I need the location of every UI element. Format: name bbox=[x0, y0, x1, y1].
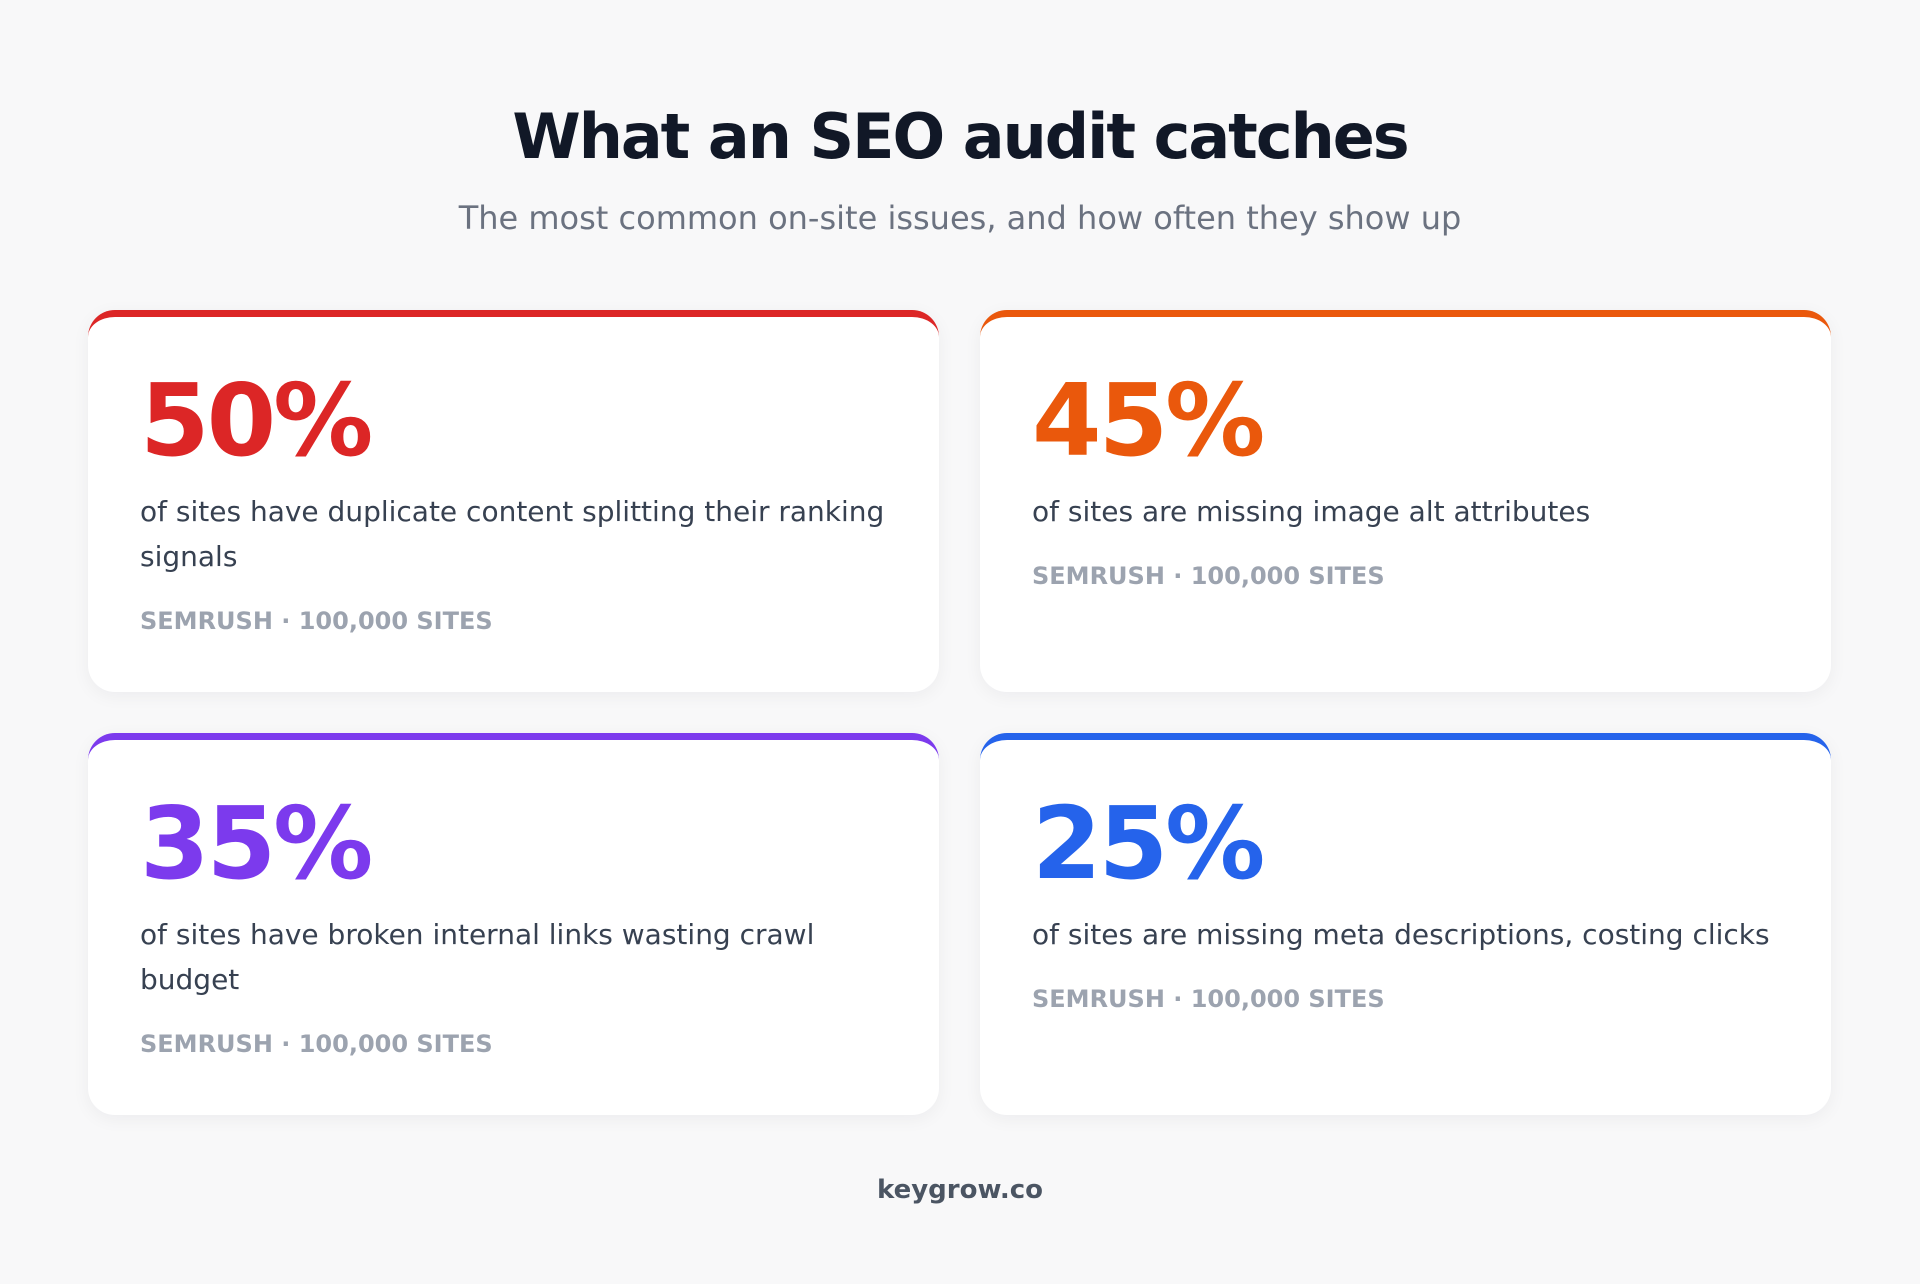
stat-card: 25% of sites are missing meta description… bbox=[980, 733, 1831, 1115]
stat-value: 50% bbox=[140, 362, 373, 479]
subtitle: The most common on-site issues, and how … bbox=[458, 199, 1462, 237]
stat-card: 35% of sites have broken internal links w… bbox=[88, 733, 939, 1115]
stat-description: of sites are missing meta descriptions, … bbox=[1032, 918, 1770, 951]
stat-source: SEMRUSH · 100,000 SITES bbox=[140, 607, 493, 635]
stat-source: SEMRUSH · 100,000 SITES bbox=[140, 1030, 493, 1058]
stat-source: SEMRUSH · 100,000 SITES bbox=[1032, 562, 1385, 590]
stat-card: 45% of sites are missing image alt attrib… bbox=[980, 310, 1831, 692]
title: What an SEO audit catches bbox=[512, 100, 1409, 173]
footer-brand: keygrow.co bbox=[877, 1175, 1043, 1205]
stat-value: 45% bbox=[1032, 362, 1265, 479]
stat-description: of sites are missing image alt attribute… bbox=[1032, 495, 1591, 528]
stat-value: 35% bbox=[140, 785, 373, 902]
stat-card: 50% of sites have duplicate content split… bbox=[88, 310, 939, 692]
card-grid: 50% of sites have duplicate content split… bbox=[88, 310, 1831, 1115]
stat-description: of sites have broken internal links wast… bbox=[140, 918, 815, 996]
stat-value: 25% bbox=[1032, 785, 1265, 902]
stat-description: of sites have duplicate content splittin… bbox=[140, 495, 885, 573]
stat-source: SEMRUSH · 100,000 SITES bbox=[1032, 985, 1385, 1013]
